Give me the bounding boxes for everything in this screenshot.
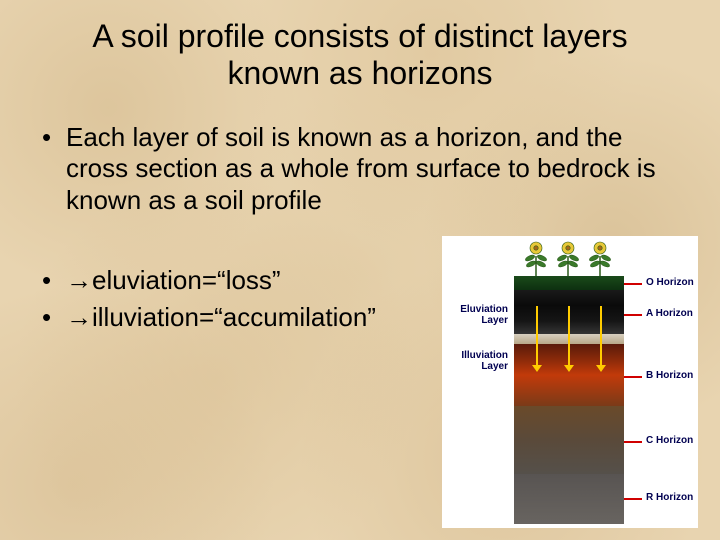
bullet-eluviation-text: →eluviation=“loss”	[66, 265, 281, 297]
label-eluviation: Eluviation Layer	[446, 304, 508, 326]
down-arrow-icon	[600, 306, 602, 366]
label-o-horizon: O Horizon	[646, 277, 694, 288]
label-c-horizon: C Horizon	[646, 435, 693, 446]
label-illuviation: Illuviation Layer	[446, 350, 508, 372]
eluv-text: eluviation=“loss”	[92, 265, 281, 295]
bullet-marker: •	[40, 122, 66, 153]
r-line	[624, 498, 642, 500]
b-line	[624, 376, 642, 378]
a-line	[624, 314, 642, 316]
plants-icon	[514, 238, 624, 280]
illuviation-text: Illuviation Layer	[461, 350, 508, 372]
o-line	[624, 283, 642, 285]
down-arrow-icon	[568, 306, 570, 366]
bullet-main-text: Each layer of soil is known as a horizon…	[66, 122, 680, 217]
c-line	[624, 441, 642, 443]
layer-o	[514, 276, 624, 290]
layer-c	[514, 406, 624, 474]
soil-profile-diagram: O Horizon A Horizon B Horizon C Horizon …	[442, 236, 698, 528]
soil-column	[514, 276, 624, 524]
arrow-icon: →	[66, 302, 92, 332]
down-arrow-icon	[536, 306, 538, 366]
eluviation-text: Eluviation Layer	[460, 304, 508, 326]
bullet-illuviation-text: →illuviation=“accumilation”	[66, 302, 376, 334]
slide-title: A soil profile consists of distinct laye…	[0, 0, 720, 104]
layer-r	[514, 474, 624, 524]
label-r-horizon: R Horizon	[646, 492, 693, 503]
bullet-marker: •	[40, 302, 66, 333]
bullet-main: • Each layer of soil is known as a horiz…	[40, 122, 680, 217]
label-a-horizon: A Horizon	[646, 308, 693, 319]
bullet-marker: •	[40, 265, 66, 296]
illuv-text: illuviation=“accumilation”	[92, 302, 376, 332]
arrow-icon: →	[66, 265, 92, 295]
label-b-horizon: B Horizon	[646, 370, 693, 381]
